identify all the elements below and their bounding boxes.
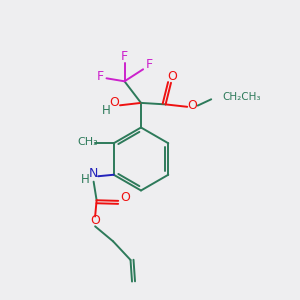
Text: O: O — [188, 99, 197, 112]
Text: O: O — [120, 191, 130, 204]
Text: CH₃: CH₃ — [77, 137, 98, 147]
Text: O: O — [167, 70, 177, 83]
Text: O: O — [90, 214, 100, 227]
Text: H: H — [102, 103, 111, 117]
Text: F: F — [146, 58, 153, 71]
Text: CH₂CH₃: CH₂CH₃ — [223, 92, 261, 102]
Text: F: F — [96, 70, 103, 83]
Text: H: H — [81, 173, 90, 186]
Text: N: N — [89, 167, 98, 180]
Text: F: F — [121, 50, 128, 63]
Text: O: O — [110, 96, 119, 110]
